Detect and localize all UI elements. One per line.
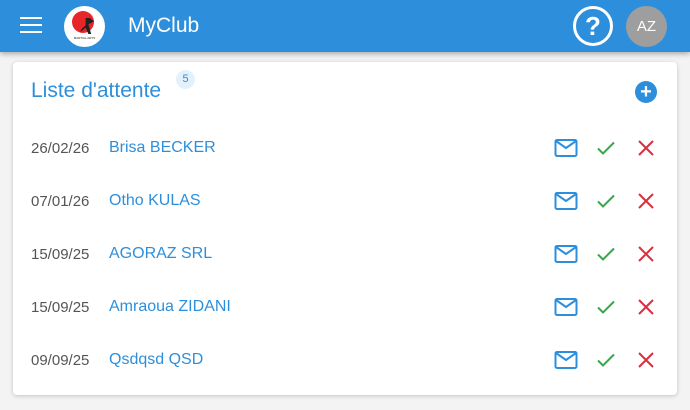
close-icon[interactable] [634, 242, 658, 266]
request-date: 09/09/25 [31, 352, 90, 369]
list-item: 15/09/25 Amraoua ZIDANI [13, 287, 677, 327]
avatar[interactable]: AZ [626, 6, 667, 47]
member-name-link[interactable]: Brisa BECKER [109, 139, 216, 156]
club-logo[interactable]: MARTIAL ARTS [64, 6, 105, 47]
member-name-link[interactable]: Otho KULAS [109, 192, 201, 209]
close-icon[interactable] [634, 189, 658, 213]
member-name-link[interactable]: Qsdqsd QSD [109, 351, 204, 368]
check-icon[interactable] [594, 295, 618, 319]
help-icon[interactable]: ? [573, 6, 613, 46]
check-icon[interactable] [594, 136, 618, 160]
menu-icon[interactable] [20, 17, 42, 35]
waitlist-card: Liste d'attente 5 + 26/02/26 Brisa BECKE… [13, 62, 677, 395]
member-name-link[interactable]: Amraoua ZIDANI [109, 298, 231, 315]
request-date: 07/01/26 [31, 193, 90, 210]
list-item: 07/01/26 Otho KULAS [13, 181, 677, 221]
request-date: 15/09/25 [31, 299, 90, 316]
mail-icon[interactable] [554, 189, 578, 213]
mail-icon[interactable] [554, 295, 578, 319]
close-icon[interactable] [634, 136, 658, 160]
mail-icon[interactable] [554, 136, 578, 160]
list-item: 26/02/26 Brisa BECKER [13, 128, 677, 168]
request-date: 15/09/25 [31, 246, 90, 263]
member-name-link[interactable]: AGORAZ SRL [109, 245, 213, 262]
close-icon[interactable] [634, 348, 658, 372]
app-header: MARTIAL ARTS MyClub ? AZ [0, 0, 690, 52]
app-title: MyClub [128, 14, 200, 37]
mail-icon[interactable] [554, 348, 578, 372]
close-icon[interactable] [634, 295, 658, 319]
list-item: 15/09/25 AGORAZ SRL [13, 234, 677, 274]
list-item: 09/09/25 Qsdqsd QSD [13, 340, 677, 380]
count-badge: 5 [176, 70, 195, 89]
check-icon[interactable] [594, 189, 618, 213]
check-icon[interactable] [594, 348, 618, 372]
check-icon[interactable] [594, 242, 618, 266]
mail-icon[interactable] [554, 242, 578, 266]
request-date: 26/02/26 [31, 140, 90, 157]
add-button[interactable]: + [635, 81, 657, 103]
card-title: Liste d'attente [31, 79, 162, 102]
